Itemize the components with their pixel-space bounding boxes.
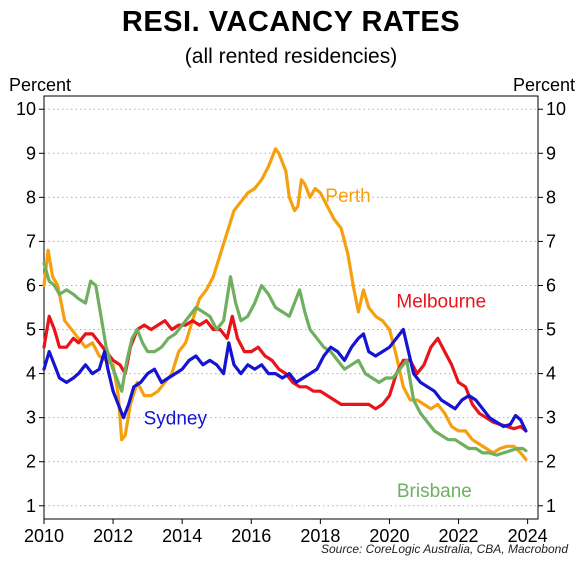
y-tick-label-right: 1 xyxy=(546,496,556,516)
plot-frame xyxy=(43,95,539,520)
y-tick-label-right: 9 xyxy=(546,143,556,163)
y-axis-label-left: Percent xyxy=(9,75,72,95)
y-tick-label-left: 7 xyxy=(26,231,36,251)
y-tick-label-left: 2 xyxy=(26,452,36,472)
source-note: Source: CoreLogic Australia, CBA, Macrob… xyxy=(320,542,568,556)
y-tick-label-right: 2 xyxy=(546,452,556,472)
series-label-sydney: Sydney xyxy=(144,408,208,429)
y-tick-label-left: 3 xyxy=(26,408,36,428)
series-line-brisbane xyxy=(42,261,528,457)
series-label-perth: Perth xyxy=(325,186,370,207)
y-tick-label-right: 7 xyxy=(546,231,556,251)
series-line-perth xyxy=(42,147,528,462)
x-tick-label: 2024 xyxy=(508,526,548,546)
series-label-brisbane: Brisbane xyxy=(397,481,472,502)
y-tick-label-right: 8 xyxy=(546,187,556,207)
x-tick-label: 2016 xyxy=(231,526,271,546)
y-tick-label-left: 5 xyxy=(26,320,36,340)
x-tick-label: 2020 xyxy=(369,526,409,546)
y-tick-label-right: 3 xyxy=(546,408,556,428)
y-axis-label-right: Percent xyxy=(512,75,575,95)
y-tick-label-right: 6 xyxy=(546,275,556,295)
y-tick-label-right: 10 xyxy=(546,99,566,119)
series-line-sydney xyxy=(42,327,528,433)
chart-title: RESI. VACANCY RATES xyxy=(121,6,461,38)
x-tick-label: 2018 xyxy=(300,526,340,546)
y-tick-label-left: 1 xyxy=(26,496,36,516)
x-tick-label: 2014 xyxy=(162,526,202,546)
series-line-melbourne xyxy=(42,314,528,433)
x-tick-label: 2022 xyxy=(439,526,479,546)
series-label-melbourne: Melbourne xyxy=(396,292,486,313)
y-tick-label-left: 4 xyxy=(26,364,36,384)
x-tick-label: 2012 xyxy=(93,526,133,546)
chart-subtitle: (all rented residencies) xyxy=(184,45,398,68)
y-tick-label-left: 10 xyxy=(16,99,36,119)
y-tick-label-left: 8 xyxy=(26,187,36,207)
x-tick-label: 2010 xyxy=(24,526,64,546)
y-tick-label-left: 9 xyxy=(26,143,36,163)
y-tick-label-left: 6 xyxy=(26,275,36,295)
y-tick-label-right: 4 xyxy=(546,364,556,384)
y-tick-label-right: 5 xyxy=(546,320,556,340)
